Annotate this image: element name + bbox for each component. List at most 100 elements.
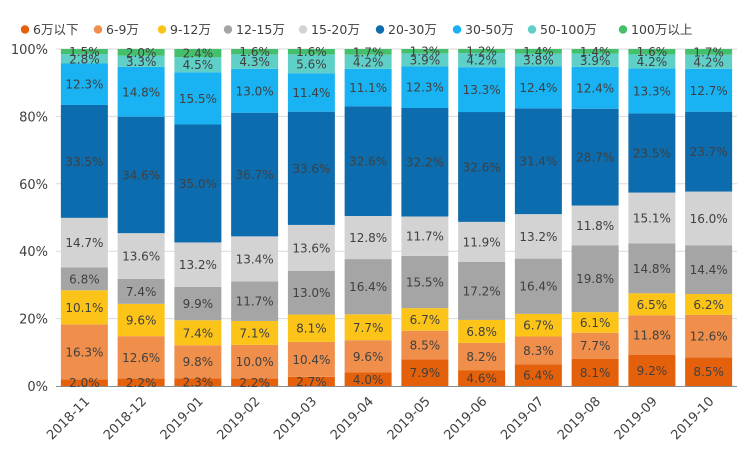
bar-segment [231,68,279,113]
bar-segment [571,108,619,206]
bar-segment [514,336,562,365]
data-label: 4.3% [239,55,270,69]
data-label: 8.1% [580,366,611,380]
data-label: 8.1% [296,322,327,336]
bar-segment [685,49,733,55]
bar-segment [514,214,562,259]
legend-label: 50-100万 [540,22,597,37]
bar-segment [231,49,279,55]
data-label: 10.1% [65,301,103,315]
data-label: 1.5% [69,45,100,59]
bar-segment [174,57,222,73]
bar-segment [60,49,108,55]
data-label: 16.0% [690,212,728,226]
bar-segment [401,49,449,54]
data-label: 11.7% [406,230,444,244]
bar-segment [628,54,676,69]
data-label: 9.8% [183,355,214,369]
data-label: 2.8% [69,52,100,66]
bar-segment [231,281,279,321]
bar-segment [685,293,733,315]
data-label: 6.7% [410,313,441,327]
data-label: 15.1% [633,212,671,226]
legend-item: 6-9万 [93,22,139,37]
data-label: 7.1% [239,326,270,340]
data-label: 6.8% [69,272,100,286]
bar-segment [514,364,562,386]
bar-segment [60,267,108,291]
bar-segment [628,293,676,316]
data-label: 15.5% [179,92,217,106]
data-label: 17.2% [463,284,501,298]
legend-marker [157,25,167,34]
data-label: 1.4% [523,45,554,59]
data-label: 13.3% [633,84,671,98]
legend-label: 9-12万 [170,22,211,37]
bar-segment [344,259,392,315]
bar-segment [231,236,279,282]
legend: 6万以下 6-9万 9-12万 12-15万 15-20万 20-30万 30-50万 50-… [20,22,692,37]
bar-segment [60,63,108,105]
data-label: 28.7% [576,151,614,165]
data-label: 4.2% [353,55,384,69]
data-label: 12.4% [576,81,614,95]
data-label: 4.2% [466,54,497,68]
data-label: 2.2% [126,376,157,390]
x-tick-label: 2019-09 [612,394,661,443]
bar-segment [174,378,222,386]
data-label: 2.0% [69,376,100,390]
bar-segment [685,314,733,358]
data-label: 3.3% [126,55,157,69]
bar-segment [571,53,619,67]
bar-segment [174,320,222,346]
data-label: 4.0% [353,373,384,387]
data-label: 31.4% [519,155,557,169]
data-label: 11.8% [576,219,614,233]
data-label: 2.4% [183,47,214,61]
bar-segment [117,66,165,117]
legend-item: 30-50万 [452,22,514,37]
data-label: 10.0% [236,355,274,369]
data-label: 32.6% [349,155,387,169]
legend-marker [20,25,30,34]
bar-segment [287,73,335,112]
bar-segment [287,314,335,342]
data-label: 7.4% [183,326,214,340]
data-label: 23.5% [633,146,671,160]
y-tick-label: 20% [19,313,48,328]
data-label: 4.2% [693,55,724,69]
bar-segment [458,370,506,386]
bar-segment [401,107,449,217]
bar-segment [117,378,165,386]
x-tick-label: 2019-01 [158,394,207,443]
data-label: 1.6% [239,45,270,59]
bar-segment [344,49,392,55]
bar-segment [458,261,506,320]
data-label: 11.9% [463,235,501,249]
legend-item: 15-20万 [298,22,360,37]
bar-segment [60,324,108,380]
y-axis: 0% 20% 40% 60% 80% 100% [11,43,737,395]
bar-segment [514,49,562,54]
x-tick-label: 2019-04 [328,394,377,443]
data-label: 6.2% [693,298,724,312]
data-label: 12.6% [122,351,160,365]
data-label: 8.5% [410,339,441,353]
bar-segment [344,68,392,107]
x-tick-label: 2019-07 [498,394,547,443]
bars [60,49,733,386]
data-label: 12.3% [406,81,444,95]
data-label: 9.2% [637,364,668,378]
legend-item: 12-15万 [223,22,285,37]
bar-segment [287,376,335,386]
data-label: 1.2% [466,45,497,59]
bar-segment [174,49,222,58]
bar-segment [344,215,392,260]
legend-marker [375,25,385,34]
data-label: 32.6% [463,160,501,174]
bar-segment [571,312,619,333]
data-label: 6.7% [523,319,554,333]
data-label: 5.6% [296,57,327,71]
x-tick-label: 2018-11 [44,394,93,443]
